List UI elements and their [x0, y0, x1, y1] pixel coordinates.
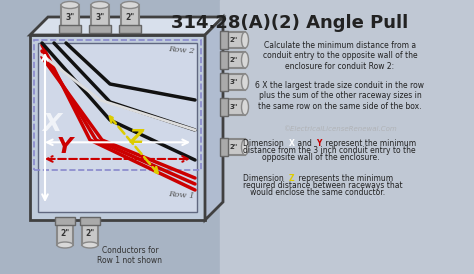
Bar [119, 25, 141, 33]
Bar [223, 74, 245, 90]
Text: would enclose the same conductor.: would enclose the same conductor. [243, 188, 385, 197]
Text: 2": 2" [60, 230, 70, 238]
Text: represent the minimum: represent the minimum [323, 139, 416, 148]
Bar [220, 0, 474, 274]
Bar [223, 52, 245, 68]
Text: Z: Z [289, 174, 295, 183]
Bar [121, 5, 139, 30]
Bar [61, 5, 79, 30]
Text: Y: Y [316, 139, 321, 148]
Ellipse shape [82, 242, 98, 248]
Bar [220, 73, 228, 91]
Text: Dimension: Dimension [243, 174, 286, 183]
Text: 2": 2" [230, 57, 238, 63]
Text: Calculate the minimum distance from a
conduit entry to the opposite wall of the
: Calculate the minimum distance from a co… [263, 41, 417, 71]
Text: distance from the 3 inch conduit entry to the: distance from the 3 inch conduit entry t… [243, 146, 416, 155]
Text: 3": 3" [95, 13, 105, 22]
Text: Row 2: Row 2 [168, 45, 195, 55]
Bar [30, 35, 205, 220]
Bar [57, 223, 73, 245]
Bar [220, 98, 228, 116]
Ellipse shape [57, 242, 73, 248]
Bar [80, 217, 100, 225]
Text: 2": 2" [85, 230, 95, 238]
Text: and: and [295, 139, 314, 148]
Bar [220, 138, 228, 156]
Bar [223, 139, 245, 155]
Bar [55, 217, 75, 225]
Ellipse shape [61, 1, 79, 8]
Text: X: X [42, 112, 62, 136]
Bar [220, 51, 228, 69]
Ellipse shape [241, 139, 248, 155]
Ellipse shape [241, 99, 248, 115]
Text: represents the minimum: represents the minimum [296, 174, 393, 183]
Ellipse shape [241, 52, 248, 68]
Text: 6 X the largest trade size conduit in the row
plus the sum of the other raceway : 6 X the largest trade size conduit in th… [255, 81, 425, 111]
Bar [220, 31, 228, 49]
Bar [59, 25, 81, 33]
Bar [91, 5, 109, 30]
Ellipse shape [91, 1, 109, 8]
Text: X: X [289, 139, 295, 148]
Ellipse shape [241, 74, 248, 90]
Text: ©ElectricalLicenseRenewal.Com: ©ElectricalLicenseRenewal.Com [283, 126, 397, 132]
Ellipse shape [121, 1, 139, 8]
Text: Conductors for
Row 1 not shown: Conductors for Row 1 not shown [98, 246, 163, 266]
Text: 3": 3" [230, 79, 238, 85]
Text: 3": 3" [65, 13, 74, 22]
Text: 2": 2" [230, 144, 238, 150]
Bar [38, 43, 197, 212]
Text: 2": 2" [230, 37, 238, 43]
Text: Row 1: Row 1 [168, 190, 195, 200]
Bar [34, 40, 201, 170]
Text: 314.28(A)(2) Angle Pull: 314.28(A)(2) Angle Pull [172, 14, 409, 32]
Bar [82, 223, 98, 245]
Polygon shape [205, 17, 223, 220]
Text: 3": 3" [230, 104, 238, 110]
Text: Y: Y [57, 137, 73, 157]
Ellipse shape [241, 32, 248, 48]
Text: required distance between raceways that: required distance between raceways that [243, 181, 402, 190]
Bar [223, 99, 245, 115]
Polygon shape [30, 17, 223, 35]
Text: Dimension: Dimension [243, 139, 286, 148]
Text: 2": 2" [126, 13, 135, 22]
Text: Z: Z [129, 128, 143, 147]
Bar [89, 25, 111, 33]
Bar [223, 32, 245, 48]
Text: opposite wall of the enclosure.: opposite wall of the enclosure. [243, 153, 380, 162]
